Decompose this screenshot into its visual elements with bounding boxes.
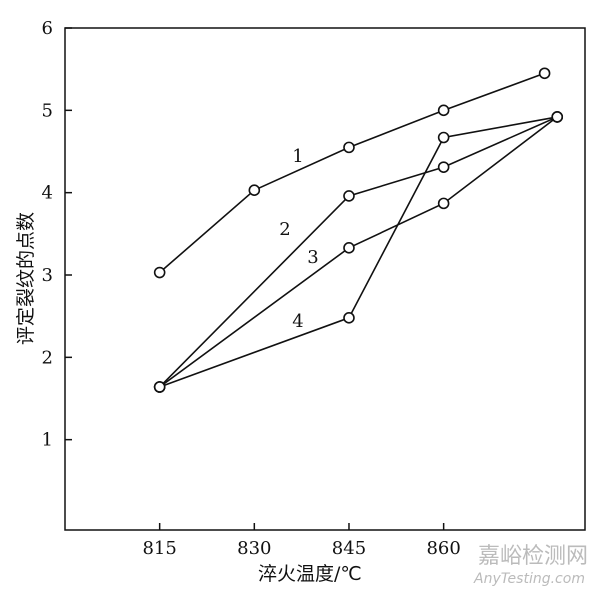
point [343, 190, 355, 202]
series-label: 3 [307, 247, 318, 268]
point [343, 312, 355, 324]
x-tick-label: 830 [237, 538, 271, 559]
point [437, 131, 450, 144]
point [538, 67, 551, 80]
point [551, 111, 564, 123]
y-tick-label: 6 [42, 18, 53, 39]
y-tick-label: 2 [42, 347, 53, 368]
point [437, 104, 450, 117]
x-tick-label: 815 [142, 538, 176, 559]
y-tick-label: 3 [42, 265, 53, 286]
watermark: 嘉峪检测网 [478, 544, 588, 569]
point [153, 381, 166, 393]
series-line [159, 72, 545, 274]
series-label: 2 [279, 219, 290, 240]
point [437, 197, 450, 210]
point [153, 266, 166, 279]
watermark: AnyTesting.com [473, 571, 585, 587]
x-tick-label: 860 [426, 538, 460, 559]
point [437, 161, 450, 173]
series-line [159, 116, 558, 388]
point [343, 242, 355, 254]
x-axis-label: 淬火温度/℃ [258, 563, 362, 585]
y-axis-label: 评定裂纹的点数 [15, 212, 37, 345]
x-tick-label: 845 [332, 538, 366, 559]
y-tick-label: 4 [42, 183, 53, 204]
y-tick-label: 5 [42, 100, 53, 121]
point [248, 184, 261, 196]
plot-frame [64, 27, 586, 531]
series-label: 1 [292, 146, 303, 167]
series-line [159, 116, 558, 388]
series-label: 4 [292, 311, 303, 332]
point [343, 141, 355, 154]
y-tick-label: 1 [42, 430, 53, 451]
series-line [159, 116, 558, 388]
